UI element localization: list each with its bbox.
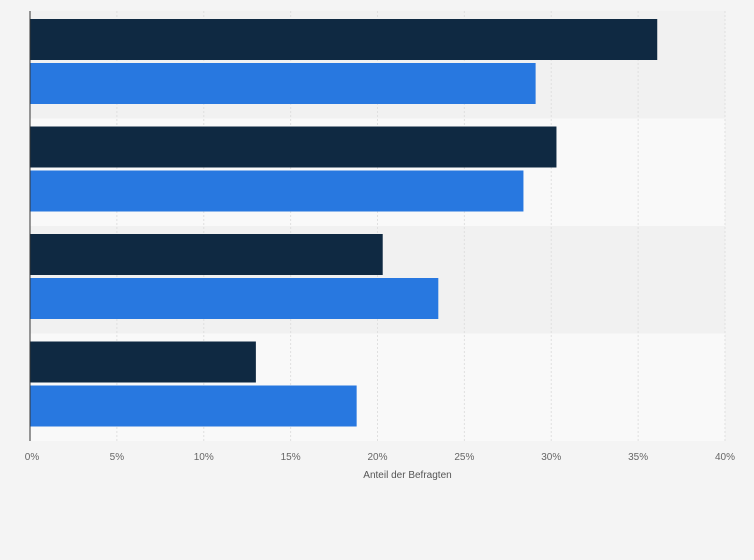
x-tick-label: 10% [194, 452, 214, 463]
bar-series-2-cat-4 [30, 385, 357, 427]
bar-series-2-cat-3 [30, 278, 439, 319]
x-tick-label: 20% [367, 452, 387, 463]
x-tick-label: 15% [281, 452, 301, 463]
bar-series-1-cat-2 [30, 126, 557, 168]
x-tick-label: 30% [541, 452, 561, 463]
x-tick-labels: 0% 5% 10% 15% 20% 25% 30% 35% 40% [25, 452, 735, 463]
bar-series-2-cat-2 [30, 170, 524, 212]
bar-series-1-cat-3 [30, 234, 383, 275]
bar-series-1-cat-1 [30, 19, 658, 60]
x-tick-label: 25% [454, 452, 474, 463]
bar-series-2-cat-1 [30, 63, 536, 104]
x-tick-label: 5% [110, 452, 125, 463]
x-axis-title: Anteil der Befragten [363, 470, 451, 481]
x-tick-label: 40% [715, 452, 735, 463]
x-tick-label: 35% [628, 452, 648, 463]
bars [30, 19, 658, 427]
x-tick-label: 0% [25, 452, 40, 463]
bar-series-1-cat-4 [30, 341, 256, 383]
